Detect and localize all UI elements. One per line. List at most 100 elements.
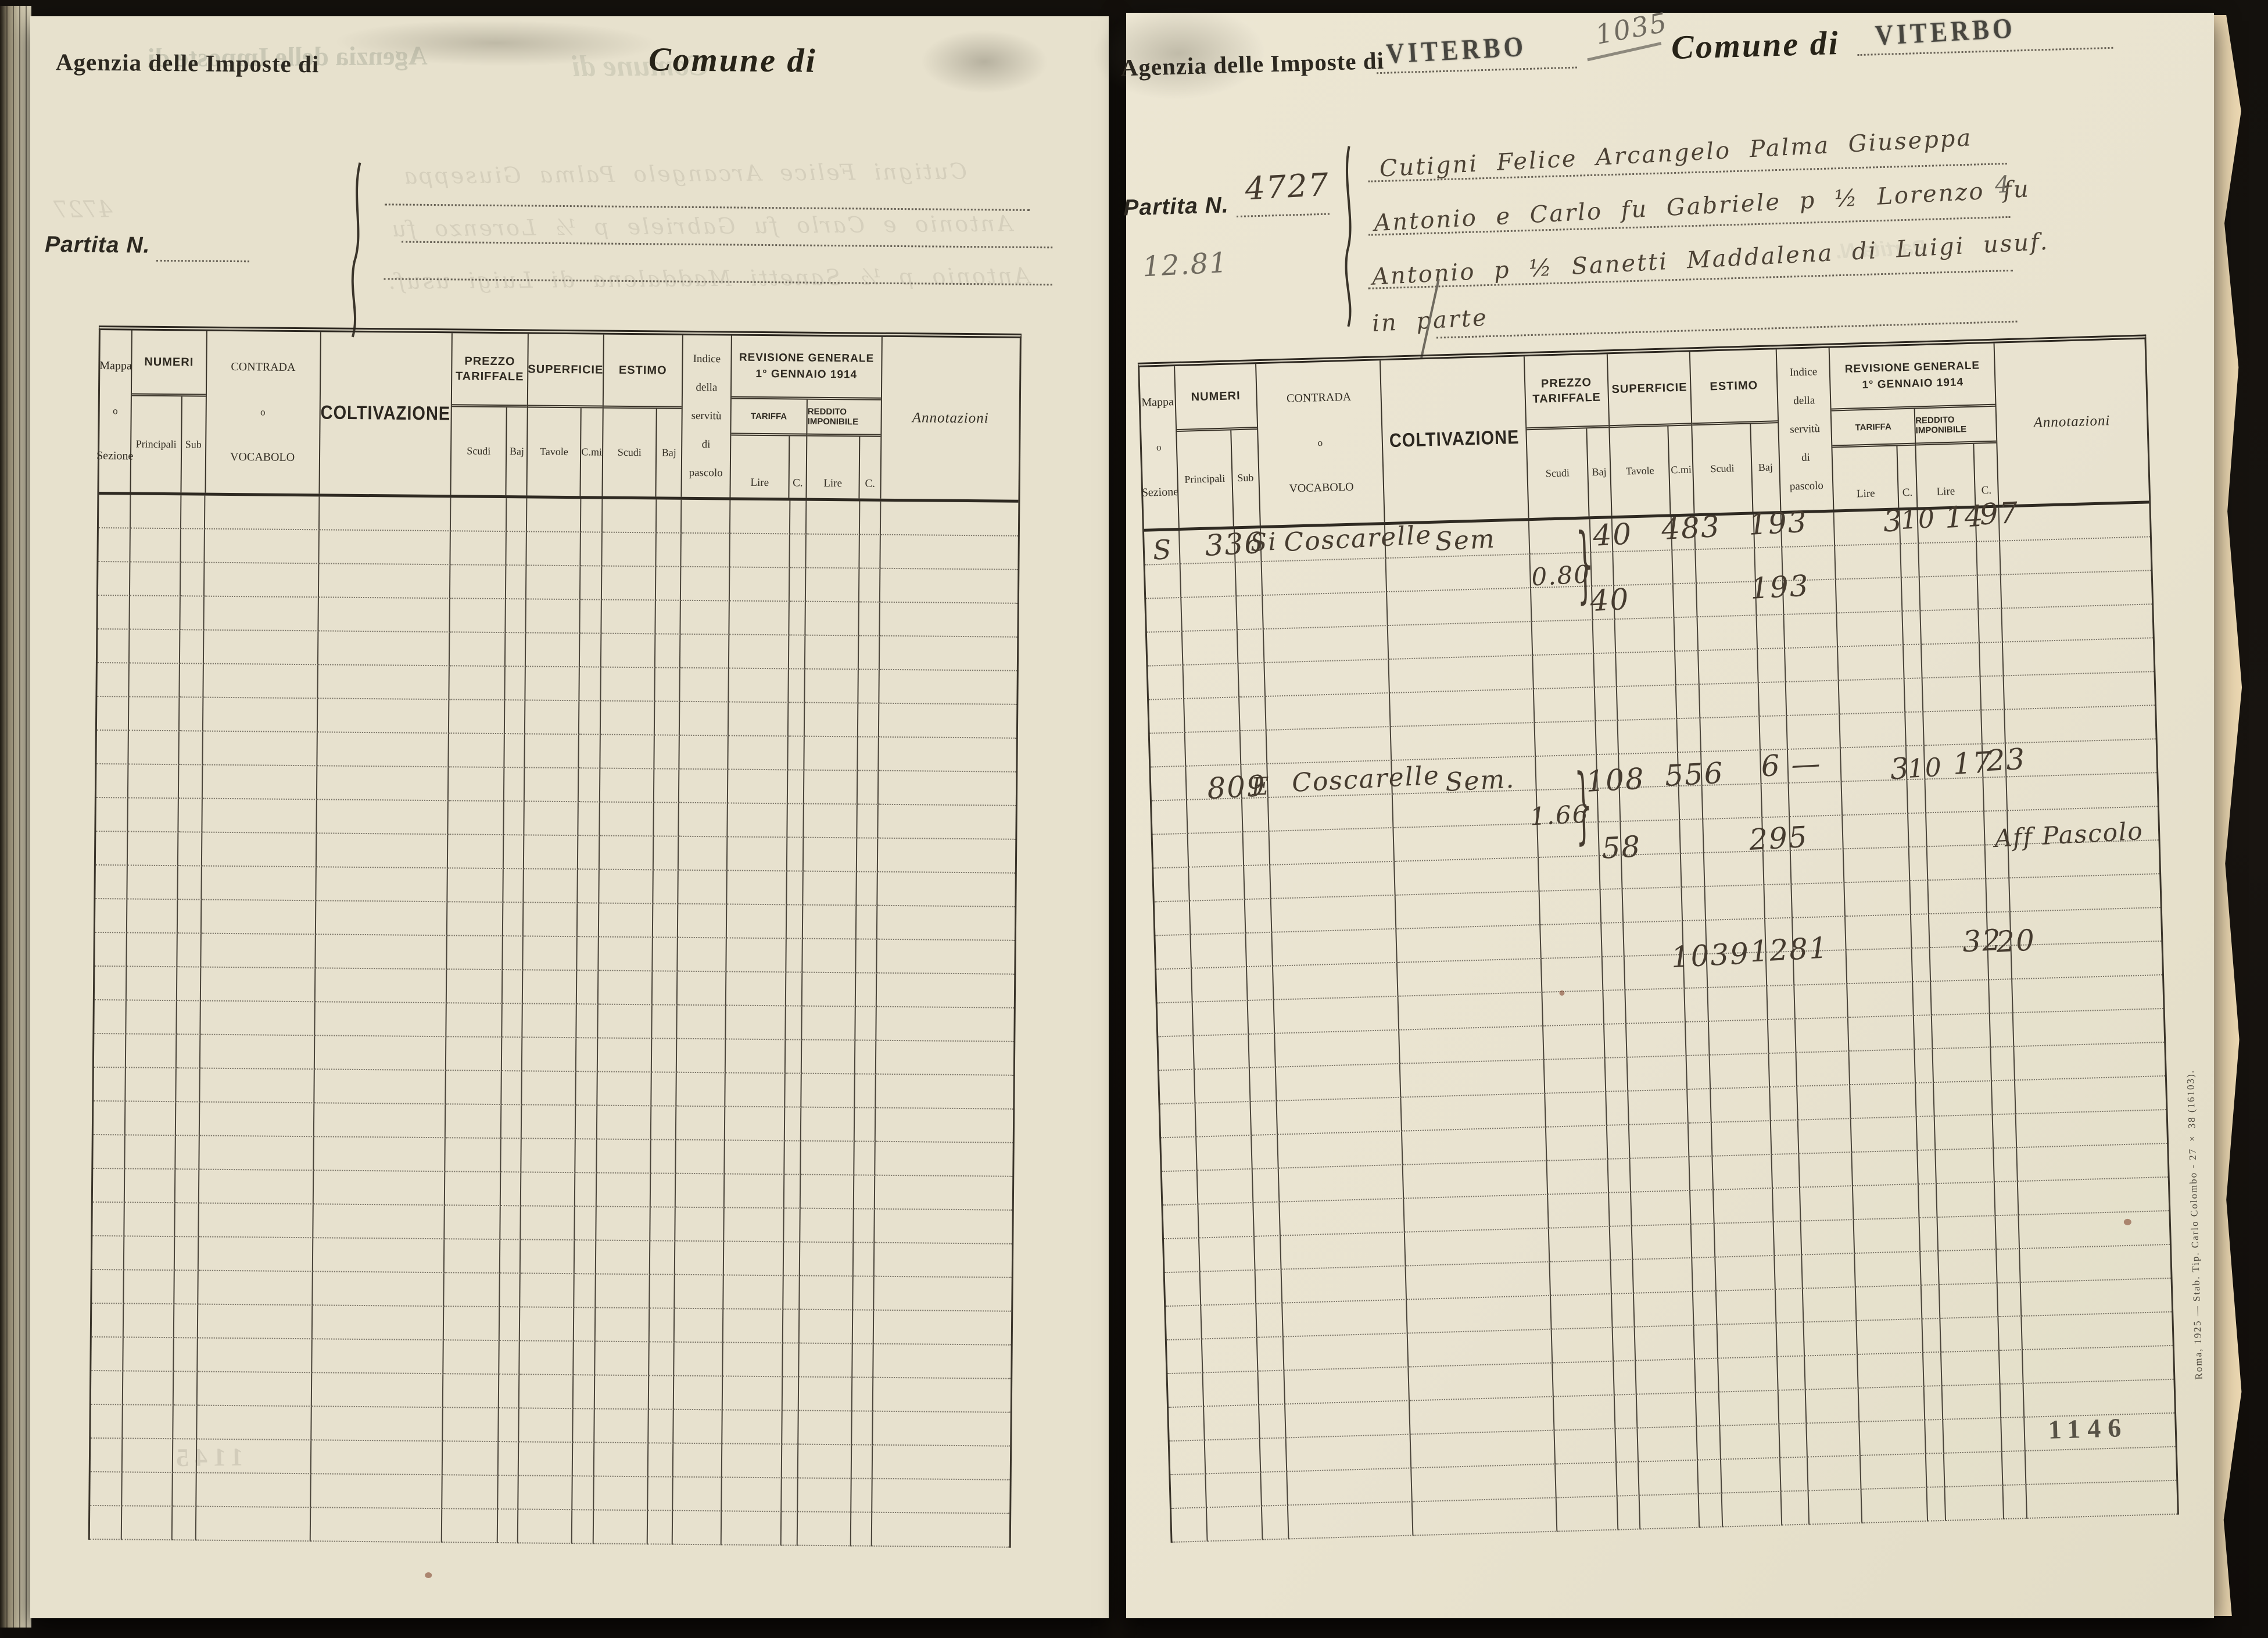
table-cell bbox=[574, 1375, 596, 1410]
table-cell bbox=[657, 499, 682, 534]
table-cell bbox=[203, 765, 318, 800]
table-cell bbox=[446, 1071, 503, 1106]
table-cell bbox=[727, 871, 787, 906]
table-cell bbox=[96, 730, 130, 765]
table-cell bbox=[783, 1310, 800, 1344]
table-cell bbox=[575, 1240, 597, 1275]
col-cmi: C.mi bbox=[1671, 463, 1692, 476]
table-cell bbox=[174, 1304, 199, 1339]
table-cell bbox=[518, 1510, 573, 1544]
table-cell bbox=[878, 771, 1016, 806]
table-cell bbox=[728, 770, 788, 804]
table-cell bbox=[526, 599, 581, 634]
table-cell bbox=[200, 1001, 316, 1036]
table-cell bbox=[92, 1202, 126, 1237]
table-cell bbox=[95, 899, 128, 934]
table-cell bbox=[805, 635, 859, 670]
col-scudi: Scudi bbox=[603, 408, 658, 497]
table-cell bbox=[519, 1408, 574, 1443]
table-cell bbox=[789, 568, 807, 602]
col-label: REDDITO IMPONIBILE bbox=[807, 399, 882, 437]
table-cell bbox=[727, 837, 787, 872]
table-cell bbox=[798, 1478, 852, 1513]
table-cell bbox=[124, 1236, 175, 1271]
bleed-through-handwriting: Cutigni Felice Arcangelo Palma Giuseppa bbox=[402, 158, 968, 189]
table-cell bbox=[577, 937, 599, 971]
table-cell bbox=[673, 1410, 723, 1444]
table-cell bbox=[448, 801, 505, 836]
table-cell bbox=[853, 1243, 875, 1277]
table-cell bbox=[447, 902, 504, 937]
table-cell bbox=[126, 1034, 177, 1069]
table-cell bbox=[729, 601, 790, 636]
table-cell bbox=[204, 596, 319, 632]
table-cell bbox=[93, 1135, 126, 1170]
comune-label: Comune di bbox=[1671, 23, 1840, 67]
bleed-through-page-number: 1145 bbox=[170, 1443, 243, 1472]
table-cell bbox=[678, 870, 728, 905]
total-reddito-c: 20 bbox=[1995, 923, 2037, 959]
table-cell bbox=[656, 567, 682, 601]
table-cell bbox=[599, 937, 654, 972]
table-cell bbox=[96, 696, 130, 731]
table-cell bbox=[316, 834, 449, 869]
col-scudi: Scudi bbox=[451, 407, 508, 496]
table-cell bbox=[447, 936, 504, 971]
table-cell bbox=[131, 495, 182, 530]
table-cell bbox=[730, 500, 790, 535]
table-cell bbox=[576, 1106, 598, 1140]
table-cell bbox=[518, 1442, 574, 1477]
comune-label: Comune di bbox=[648, 40, 817, 80]
table-cell bbox=[526, 566, 581, 600]
table-cell bbox=[450, 498, 507, 532]
table-cell bbox=[181, 529, 206, 563]
table-cell bbox=[173, 1473, 198, 1507]
table-cell bbox=[196, 1507, 311, 1542]
table-cell bbox=[598, 1004, 653, 1039]
left-page: Agenzia delle Imposte di Comune di Agenz… bbox=[30, 16, 1109, 1618]
table-cell bbox=[175, 1237, 199, 1271]
table-cell bbox=[574, 1308, 596, 1342]
table-cell bbox=[128, 731, 180, 766]
entry-tavole: 483 bbox=[1660, 509, 1722, 547]
table-cell bbox=[91, 1337, 124, 1372]
table-cell bbox=[313, 1238, 445, 1274]
table-cell bbox=[178, 832, 203, 867]
table-cell bbox=[448, 767, 505, 802]
table-cell bbox=[123, 1371, 174, 1406]
col-label: ESTIMO bbox=[603, 334, 682, 409]
table-cell bbox=[98, 562, 131, 596]
table-cell bbox=[876, 1074, 1013, 1110]
table-cell bbox=[674, 1342, 723, 1377]
col-baj: Baj bbox=[661, 446, 676, 459]
table-cell bbox=[783, 1276, 800, 1310]
paper-speck bbox=[425, 1572, 432, 1579]
partita-label: Partita N. bbox=[1123, 192, 1230, 221]
table-cell bbox=[800, 1175, 855, 1210]
col-group-superficie: SUPERFICIE Tavole C.mi bbox=[527, 334, 604, 496]
col-label: VOCABOLO bbox=[230, 450, 295, 464]
table-cell bbox=[648, 1443, 674, 1478]
col-label: Sezione bbox=[1141, 485, 1179, 499]
table-cell bbox=[311, 1440, 443, 1476]
table-cell bbox=[873, 1411, 1011, 1447]
table-cell bbox=[655, 600, 681, 635]
table-cell bbox=[178, 866, 203, 900]
table-cell bbox=[174, 1338, 199, 1372]
col-annotazioni: Annotazioni bbox=[1995, 339, 2149, 505]
col-group-numeri: NUMERI Principali Sub bbox=[1174, 364, 1261, 528]
table-cell bbox=[729, 635, 789, 670]
table-cell bbox=[680, 668, 729, 703]
table-cell bbox=[805, 602, 859, 636]
table-cell bbox=[781, 1512, 798, 1546]
table-cell bbox=[447, 868, 504, 903]
table-cell bbox=[129, 697, 180, 732]
entry-tariffa-c: 10 bbox=[1907, 752, 1944, 784]
table-cell bbox=[92, 1236, 125, 1271]
table-cell bbox=[858, 703, 880, 738]
table-cell bbox=[89, 1505, 123, 1540]
table-cell bbox=[316, 901, 448, 936]
table-cell bbox=[449, 700, 506, 735]
table-cell bbox=[677, 1005, 726, 1040]
col-indice-pascolo: Indice della servitù di pascolo bbox=[1776, 348, 1835, 512]
